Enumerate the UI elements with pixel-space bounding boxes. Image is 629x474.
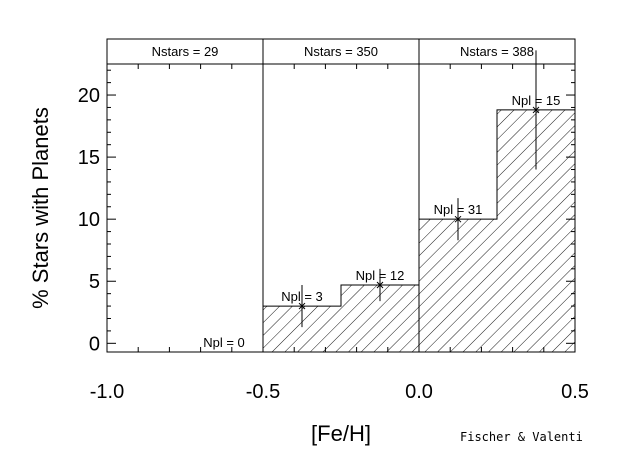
data-point-5 (532, 106, 540, 114)
credit-text: Fischer & Valenti (460, 430, 583, 444)
y-tick-label-1: 5 (89, 271, 100, 293)
x-tick-label-3: 0.5 (561, 381, 589, 403)
npl-label-5: Npl = 15 (512, 93, 561, 108)
panel-header (106, 38, 576, 65)
axis-ticks (106, 64, 576, 352)
npl-label-3: Npl = 12 (356, 268, 405, 283)
panel-label-0: Nstars = 29 (152, 44, 219, 59)
x-tick-label-1: -0.5 (246, 381, 280, 403)
y-tick-label-0: 0 (89, 333, 100, 355)
panel-label-1: Nstars = 350 (304, 44, 378, 59)
panel-label-2: Nstars = 388 (460, 44, 534, 59)
y-tick-label-2: 10 (78, 209, 100, 231)
plot-frame (106, 38, 576, 353)
npl-label-2: Npl = 3 (281, 289, 323, 304)
x-tick-label-2: 0.0 (405, 381, 433, 403)
bar-4 (419, 219, 497, 352)
data-point-3 (376, 281, 384, 289)
npl-label-1: Npl = 0 (203, 335, 245, 350)
y-tick-label-3: 15 (78, 147, 100, 169)
x-tick-label-0: -1.0 (90, 381, 124, 403)
npl-label-4: Npl = 31 (434, 202, 483, 217)
y-axis-title: % Stars with Planets (28, 107, 53, 309)
x-axis-title: [Fe/H] (311, 421, 371, 446)
y-tick-label-4: 20 (78, 85, 100, 107)
data-point-2 (298, 302, 306, 310)
chart-labels: Npl = 0 Npl = 3 Npl = 12 Npl = 31 Npl = 15 Ns… (78, 44, 589, 403)
data-point-4 (454, 215, 462, 223)
